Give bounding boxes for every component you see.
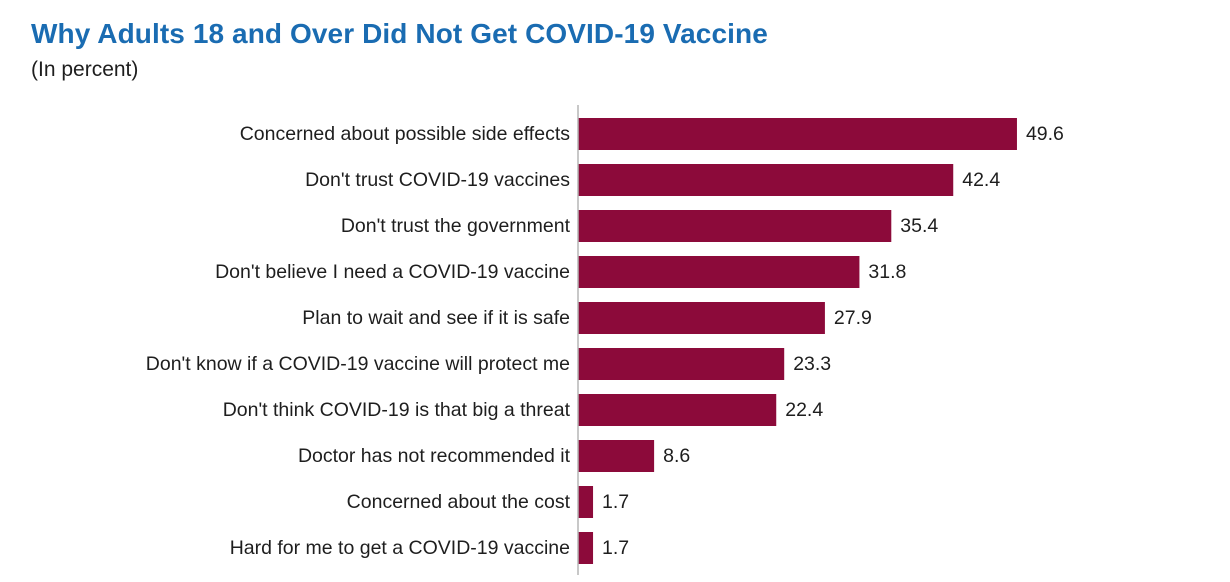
bar-don-t-know-if-a-covid-19-vaccine-will-protect-me bbox=[578, 348, 785, 380]
bar-don-t-trust-covid-19-vaccines bbox=[578, 164, 954, 196]
value-label-don-t-believe-i-need-a-covid-19-vaccine: 31.8 bbox=[868, 261, 906, 283]
bar-plan-to-wait-and-see-if-it-is-safe bbox=[578, 302, 825, 334]
value-label-concerned-about-the-cost: 1.7 bbox=[602, 491, 629, 513]
category-label-doctor-has-not-recommended-it: Doctor has not recommended it bbox=[298, 445, 571, 467]
category-label-hard-for-me-to-get-a-covid-19-vaccine: Hard for me to get a COVID-19 vaccine bbox=[230, 537, 570, 559]
bar-hard-for-me-to-get-a-covid-19-vaccine bbox=[578, 532, 594, 564]
bar-doctor-has-not-recommended-it bbox=[578, 440, 655, 472]
bar-don-t-trust-the-government bbox=[578, 210, 892, 242]
chart-subtitle: (In percent) bbox=[31, 58, 139, 81]
category-label-don-t-know-if-a-covid-19-vaccine-will-protect-me: Don't know if a COVID-19 vaccine will pr… bbox=[146, 353, 570, 375]
category-label-don-t-trust-the-government: Don't trust the government bbox=[341, 215, 571, 237]
value-label-don-t-know-if-a-covid-19-vaccine-will-protect-me: 23.3 bbox=[793, 353, 831, 375]
value-label-concerned-about-possible-side-effects: 49.6 bbox=[1026, 123, 1064, 145]
chart-title: Why Adults 18 and Over Did Not Get COVID… bbox=[31, 18, 768, 49]
bar-concerned-about-the-cost bbox=[578, 486, 594, 518]
bar-don-t-think-covid-19-is-that-big-a-threat bbox=[578, 394, 777, 426]
category-label-concerned-about-possible-side-effects: Concerned about possible side effects bbox=[240, 123, 571, 145]
bar-concerned-about-possible-side-effects bbox=[578, 118, 1017, 150]
category-label-don-t-think-covid-19-is-that-big-a-threat: Don't think COVID-19 is that big a threa… bbox=[223, 399, 571, 421]
category-label-concerned-about-the-cost: Concerned about the cost bbox=[347, 491, 571, 513]
value-label-don-t-think-covid-19-is-that-big-a-threat: 22.4 bbox=[785, 399, 823, 421]
value-label-plan-to-wait-and-see-if-it-is-safe: 27.9 bbox=[834, 307, 872, 329]
value-label-hard-for-me-to-get-a-covid-19-vaccine: 1.7 bbox=[602, 537, 629, 559]
category-label-plan-to-wait-and-see-if-it-is-safe: Plan to wait and see if it is safe bbox=[302, 307, 570, 329]
value-label-doctor-has-not-recommended-it: 8.6 bbox=[663, 445, 690, 467]
bars-group: Concerned about possible side effects 49.… bbox=[146, 118, 1064, 564]
bar-don-t-believe-i-need-a-covid-19-vaccine bbox=[578, 256, 860, 288]
category-label-don-t-believe-i-need-a-covid-19-vaccine: Don't believe I need a COVID-19 vaccine bbox=[215, 261, 570, 283]
value-label-don-t-trust-the-government: 35.4 bbox=[900, 215, 938, 237]
value-label-don-t-trust-covid-19-vaccines: 42.4 bbox=[962, 169, 1000, 191]
category-label-don-t-trust-covid-19-vaccines: Don't trust COVID-19 vaccines bbox=[305, 169, 570, 191]
